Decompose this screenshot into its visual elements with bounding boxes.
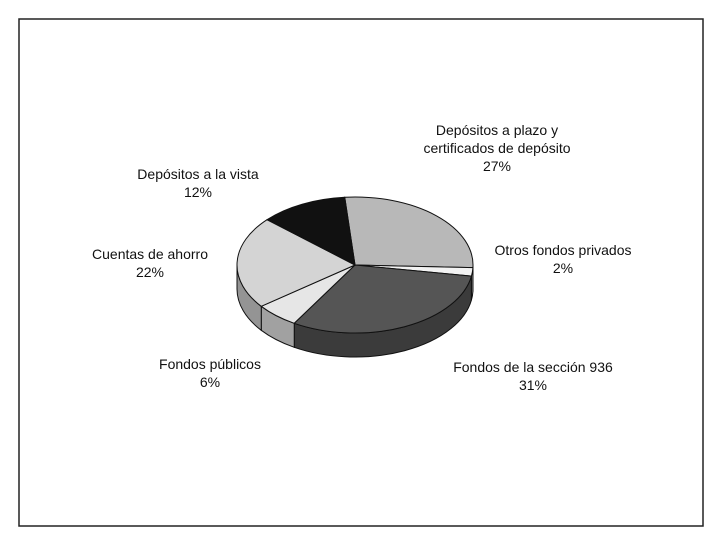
category-label: Cuentas de ahorro: [92, 246, 208, 262]
value-label: 12%: [183, 184, 213, 200]
slice-label: Fondos públicos 6%: [130, 355, 290, 391]
category-label: Otros fondos privados: [494, 242, 632, 258]
value-label: 2%: [552, 260, 574, 276]
category-label: Fondos de la sección 936: [453, 359, 613, 375]
slice-label: Depósitos a la vista 12%: [98, 165, 298, 201]
value-label: 6%: [199, 374, 221, 390]
pie-slice: [236, 219, 357, 307]
value-label: 22%: [135, 264, 165, 280]
slice-label: Fondos de la sección 936 31%: [418, 358, 648, 394]
value-label: 27%: [482, 158, 512, 174]
pie-slice: [266, 196, 356, 266]
frame: [18, 18, 704, 527]
slice-label: Otros fondos privados 2%: [473, 241, 653, 277]
pie-slice: [293, 264, 473, 334]
pie-slice: [344, 196, 474, 269]
value-label: 31%: [518, 377, 548, 393]
slice-label: Depósitos a plazo y certificados de depó…: [402, 121, 592, 175]
category-label: Depósitos a la vista: [137, 166, 259, 182]
slice-label: Cuentas de ahorro 22%: [65, 245, 235, 281]
category-label: Fondos públicos: [159, 356, 261, 372]
category-label: Depósitos a plazo y certificados de depó…: [423, 122, 571, 156]
